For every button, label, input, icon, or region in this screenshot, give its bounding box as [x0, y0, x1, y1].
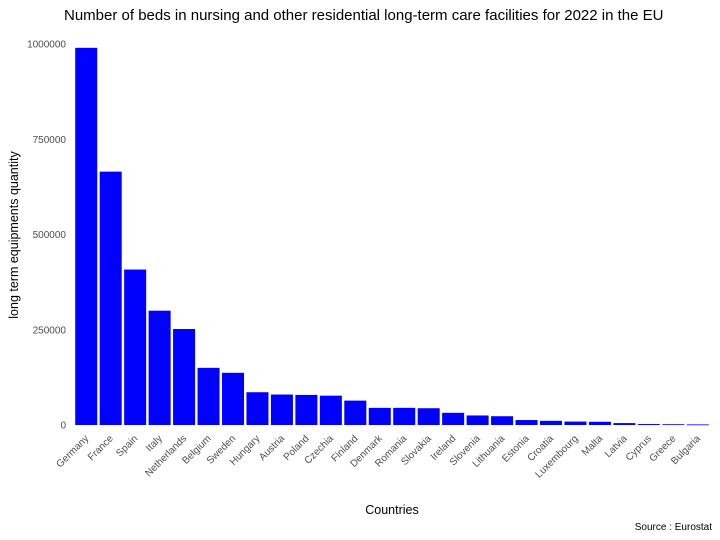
bar-malta [588, 421, 611, 425]
bar-denmark [368, 407, 391, 425]
bar-romania [393, 407, 416, 425]
bar-ireland [442, 412, 465, 425]
x-tick-label: Malta [580, 433, 605, 458]
bar-hungary [246, 392, 269, 425]
bar-belgium [197, 367, 220, 425]
x-axis-title: Countries [365, 503, 419, 517]
x-tick-label: Germany [54, 433, 91, 470]
bar-luxembourg [564, 421, 587, 425]
bar-estonia [515, 420, 538, 425]
x-tick-label: Austria [257, 433, 287, 463]
x-tick-label: Spain [114, 433, 140, 459]
y-tick-label: 0 [60, 421, 66, 432]
y-tick-label: 1000000 [27, 40, 66, 51]
bar-france [99, 171, 122, 425]
bar-cyprus [637, 424, 660, 425]
bar-lithuania [491, 416, 514, 425]
bar-czechia [319, 395, 342, 425]
source-caption: Source : Eurostat [635, 522, 712, 533]
bar-sweden [221, 372, 245, 425]
bar-slovakia [417, 408, 440, 425]
chart-title: Number of beds in nursing and other resi… [64, 7, 663, 24]
bar-poland [295, 394, 318, 425]
y-tick-label: 500000 [33, 230, 67, 241]
x-tick-label: France [86, 433, 116, 463]
bar-greece [662, 424, 685, 426]
bar-slovenia [466, 415, 489, 425]
x-tick-label: Italy [144, 433, 165, 454]
y-tick-label: 250000 [33, 325, 67, 336]
bar-spain [124, 269, 147, 425]
bar-bulgaria [686, 424, 709, 426]
bar-latvia [613, 423, 636, 425]
bars [75, 47, 709, 426]
x-tick-label: Estonia [500, 433, 532, 465]
y-tick-label: 750000 [33, 135, 67, 146]
bar-germany [75, 47, 98, 426]
bar-italy [148, 310, 171, 425]
bar-finland [344, 400, 367, 425]
bar-austria [270, 394, 293, 425]
y-axis-title: long term equipments quantity [7, 151, 21, 319]
bar-netherlands [173, 328, 196, 425]
y-axis-ticks: 0 250000 500000 750000 1000000 [27, 40, 66, 432]
bar-croatia [539, 420, 563, 425]
